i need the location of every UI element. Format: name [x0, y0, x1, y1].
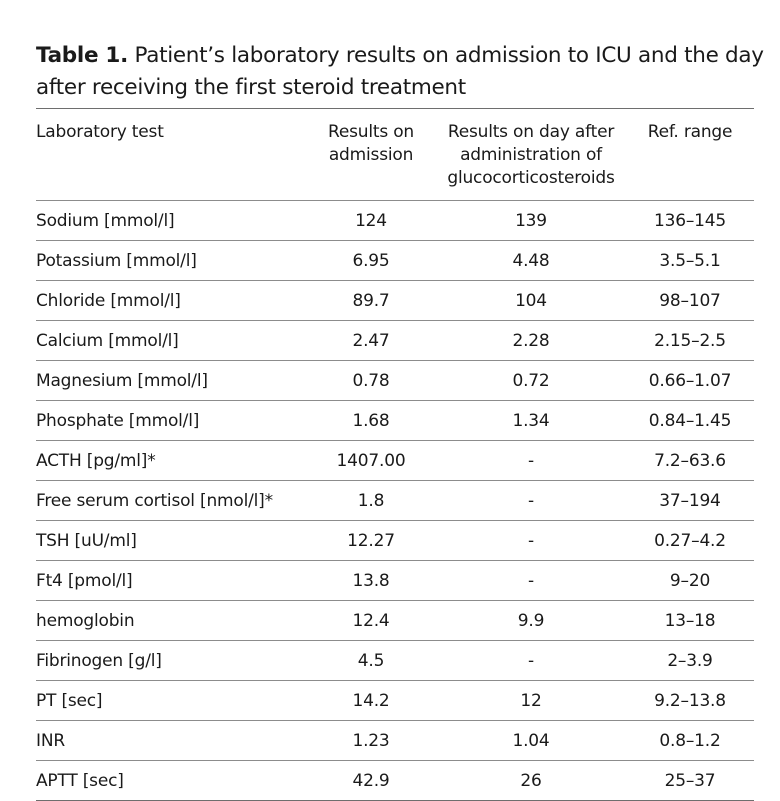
- cell-reference-range: 9.2–13.8: [626, 680, 754, 721]
- cell-result-day-after: 0.72: [436, 360, 626, 401]
- cell-result-day-after: 104: [436, 280, 626, 321]
- header-reference-range: Ref. range: [626, 108, 754, 201]
- cell-result-admission: 0.78: [306, 360, 436, 401]
- cell-reference-range: 13–18: [626, 600, 754, 641]
- cell-laboratory-test: Ft4 [pmol/l]: [36, 560, 306, 601]
- cell-laboratory-test: INR: [36, 720, 306, 761]
- table-row: Calcium [mmol/l] 2.47 2.28 2.15–2.5: [36, 320, 754, 361]
- cell-reference-range: 2–3.9: [626, 640, 754, 681]
- table-header: Laboratory test Results on admission Res…: [36, 108, 754, 201]
- table-body: Sodium [mmol/l] 124 139 136–145 Potassium [m…: [36, 200, 754, 801]
- cell-reference-range: 0.84–1.45: [626, 400, 754, 441]
- cell-result-admission: 1.23: [306, 720, 436, 761]
- cell-result-day-after: 26: [436, 760, 626, 801]
- cell-result-day-after: 12: [436, 680, 626, 721]
- header-row: Laboratory test Results on admission Res…: [36, 108, 754, 201]
- cell-result-day-after: -: [436, 560, 626, 601]
- table-row: Ft4 [pmol/l] 13.8-9–20: [36, 560, 754, 601]
- header-results-on-admission: Results on admission: [306, 108, 436, 201]
- cell-result-admission: 13.8: [306, 560, 436, 601]
- cell-reference-range: 0.66–1.07: [626, 360, 754, 401]
- cell-laboratory-test: TSH [uU/ml]: [36, 520, 306, 561]
- table-row: INR 1.23 1.04 0.8–1.2: [36, 720, 754, 761]
- table-caption: Table 1. Patient’s laboratory results on…: [36, 40, 766, 104]
- cell-result-admission: 42.9: [306, 760, 436, 801]
- cell-result-admission: 1.68: [306, 400, 436, 441]
- cell-reference-range: 37–194: [626, 480, 754, 521]
- cell-laboratory-test: Fibrinogen [g/l]: [36, 640, 306, 681]
- cell-reference-range: 0.27–4.2: [626, 520, 754, 561]
- table-row: TSH [uU/ml] 12.27-0.27–4.2: [36, 520, 754, 561]
- table-row: PT [sec] 14.2 12 9.2–13.8: [36, 680, 754, 721]
- cell-result-admission: 14.2: [306, 680, 436, 721]
- table-row: Potassium [mmol/l] 6.95 4.48 3.5–5.1: [36, 240, 754, 281]
- cell-result-admission: 1.8: [306, 480, 436, 521]
- cell-result-day-after: 1.04: [436, 720, 626, 761]
- cell-result-admission: 89.7: [306, 280, 436, 321]
- cell-laboratory-test: Free serum cortisol [nmol/l]*: [36, 480, 306, 521]
- cell-result-day-after: -: [436, 480, 626, 521]
- table-row: APTT [sec] 42.9 26 25–37: [36, 760, 754, 801]
- cell-laboratory-test: Magnesium [mmol/l]: [36, 360, 306, 401]
- table-row: ACTH [pg/ml]* 1407.00-7.2–63.6: [36, 440, 754, 481]
- cell-laboratory-test: PT [sec]: [36, 680, 306, 721]
- cell-result-admission: 12.27: [306, 520, 436, 561]
- cell-reference-range: 98–107: [626, 280, 754, 321]
- cell-result-day-after: 139: [436, 200, 626, 241]
- lab-results-table-container: Laboratory test Results on admission Res…: [36, 108, 754, 801]
- header-results-day-after: Results on day after administration of g…: [436, 108, 626, 201]
- cell-result-admission: 1407.00: [306, 440, 436, 481]
- cell-result-admission: 124: [306, 200, 436, 241]
- table-row: Chloride [mmol/l] 89.7 104 98–107: [36, 280, 754, 321]
- table-row: Fibrinogen [g/l] 4.5-2–3.9: [36, 640, 754, 681]
- table-row: hemoglobin 12.4 9.9 13–18: [36, 600, 754, 641]
- cell-laboratory-test: Phosphate [mmol/l]: [36, 400, 306, 441]
- cell-reference-range: 9–20: [626, 560, 754, 601]
- cell-result-day-after: 1.34: [436, 400, 626, 441]
- cell-result-admission: 12.4: [306, 600, 436, 641]
- cell-result-admission: 2.47: [306, 320, 436, 361]
- cell-reference-range: 136–145: [626, 200, 754, 241]
- cell-laboratory-test: Calcium [mmol/l]: [36, 320, 306, 361]
- cell-result-day-after: -: [436, 640, 626, 681]
- caption-label: Table 1.: [36, 43, 128, 68]
- cell-reference-range: 25–37: [626, 760, 754, 801]
- cell-laboratory-test: hemoglobin: [36, 600, 306, 641]
- cell-result-day-after: 4.48: [436, 240, 626, 281]
- cell-result-admission: 6.95: [306, 240, 436, 281]
- cell-reference-range: 2.15–2.5: [626, 320, 754, 361]
- table-row: Free serum cortisol [nmol/l]* 1.8-37–194: [36, 480, 754, 521]
- cell-result-day-after: 9.9: [436, 600, 626, 641]
- cell-laboratory-test: Sodium [mmol/l]: [36, 200, 306, 241]
- table-row: Sodium [mmol/l] 124 139 136–145: [36, 200, 754, 241]
- header-laboratory-test: Laboratory test: [36, 108, 306, 201]
- cell-result-day-after: 2.28: [436, 320, 626, 361]
- cell-reference-range: 3.5–5.1: [626, 240, 754, 281]
- cell-laboratory-test: ACTH [pg/ml]*: [36, 440, 306, 481]
- cell-result-admission: 4.5: [306, 640, 436, 681]
- cell-result-day-after: -: [436, 440, 626, 481]
- cell-reference-range: 0.8–1.2: [626, 720, 754, 761]
- cell-laboratory-test: Potassium [mmol/l]: [36, 240, 306, 281]
- lab-results-table: Laboratory test Results on admission Res…: [36, 108, 754, 801]
- table-row: Magnesium [mmol/l] 0.78 0.72 0.66–1.07: [36, 360, 754, 401]
- cell-result-day-after: -: [436, 520, 626, 561]
- cell-reference-range: 7.2–63.6: [626, 440, 754, 481]
- cell-laboratory-test: Chloride [mmol/l]: [36, 280, 306, 321]
- table-row: Phosphate [mmol/l] 1.68 1.34 0.84–1.45: [36, 400, 754, 441]
- caption-text: Patient’s laboratory results on admissio…: [36, 43, 764, 100]
- cell-laboratory-test: APTT [sec]: [36, 760, 306, 801]
